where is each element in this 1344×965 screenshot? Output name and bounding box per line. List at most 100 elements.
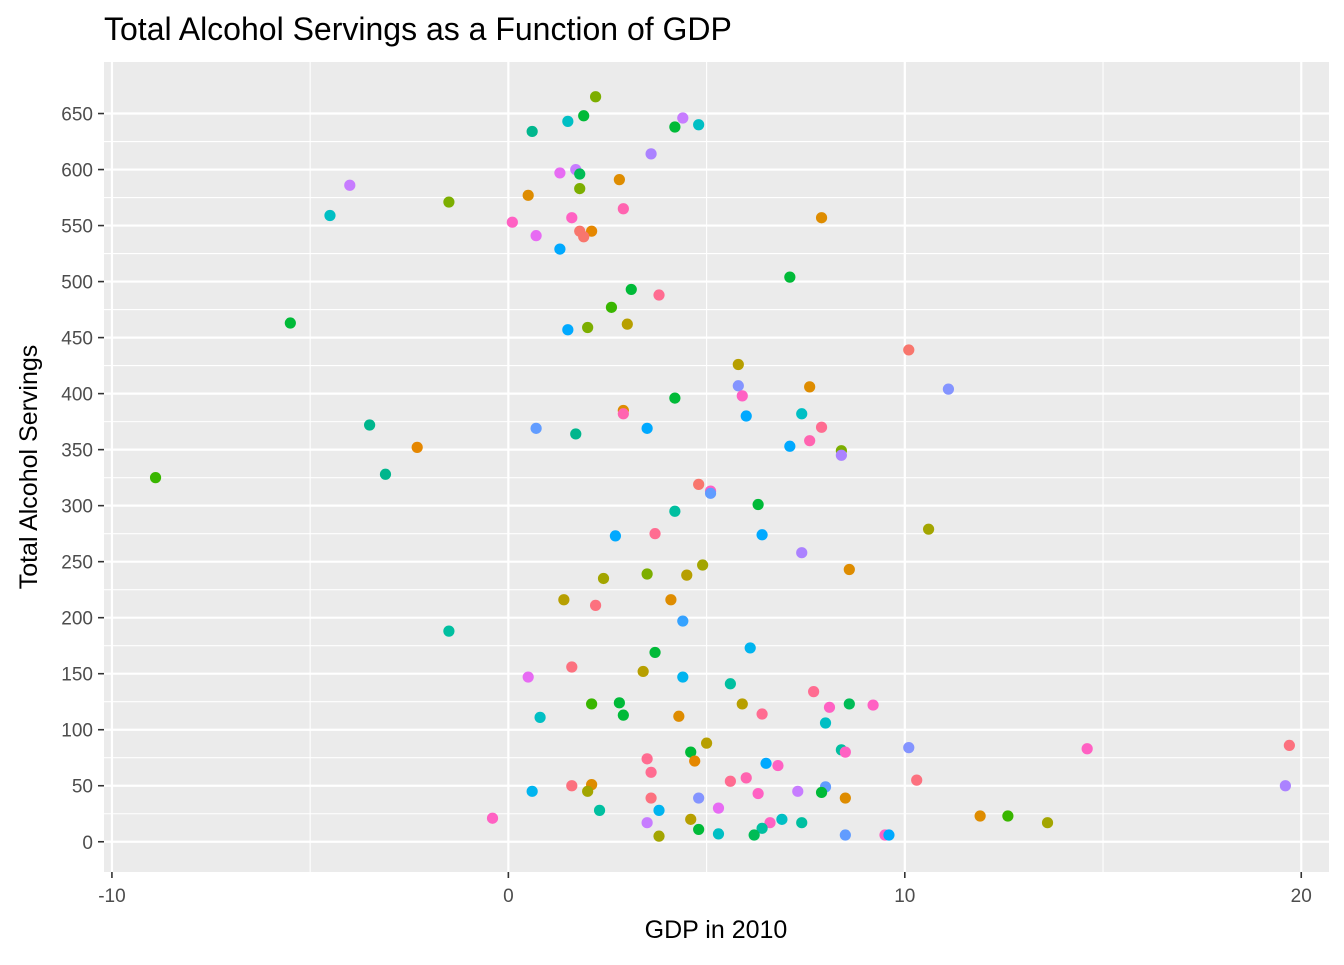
scatter-point <box>411 441 423 453</box>
scatter-point <box>617 709 629 721</box>
scatter-point <box>625 283 637 296</box>
scatter-point <box>586 698 598 710</box>
scatter-point <box>792 785 804 797</box>
scatter-point <box>653 289 665 301</box>
scatter-point <box>843 698 855 710</box>
scatter-point <box>653 830 665 842</box>
scatter-point <box>589 599 602 611</box>
scatter-point <box>641 817 653 829</box>
scatter-point <box>815 212 828 224</box>
y-tick-label: 350 <box>61 441 93 462</box>
chart-title: Total Alcohol Servings as a Function of … <box>104 11 732 47</box>
y-tick-label: 50 <box>72 777 93 798</box>
scatter-point <box>597 572 610 585</box>
scatter-point <box>693 119 705 131</box>
x-axis: -10 0 10 20 <box>98 872 1312 907</box>
scatter-point <box>740 772 752 784</box>
scatter-point <box>1283 739 1295 752</box>
scatter-point <box>364 419 376 431</box>
x-tick-label: 20 <box>1291 886 1312 907</box>
scatter-point <box>665 594 677 606</box>
scatter-point <box>641 568 653 580</box>
scatter-point <box>582 321 594 334</box>
scatter-point <box>867 699 879 711</box>
scatter-point <box>736 390 748 402</box>
scatter-point <box>677 112 689 124</box>
scatter-point <box>697 559 709 571</box>
scatter-point <box>752 498 764 511</box>
scatter-point <box>752 787 764 800</box>
scatter-point <box>736 698 748 710</box>
scatter-point <box>554 167 566 179</box>
scatter-point <box>617 408 629 420</box>
scatter-point <box>593 804 606 816</box>
y-axis: 0 50 100 150 200 250 300 350 400 450 500 550 600 650 <box>61 105 104 854</box>
scatter-point <box>284 317 296 329</box>
scatter-point <box>534 711 546 723</box>
scatter-point <box>804 381 816 393</box>
y-tick-label: 600 <box>61 161 93 182</box>
scatter-point <box>562 324 574 336</box>
scatter-point <box>1002 810 1014 822</box>
scatter-point <box>724 775 736 787</box>
scatter-point <box>669 121 681 133</box>
scatter-point <box>819 717 832 729</box>
scatter-point <box>669 505 681 517</box>
scatter-point <box>566 780 578 792</box>
scatter-point <box>324 209 336 222</box>
scatter-point <box>677 671 689 683</box>
x-tick-label: -10 <box>98 886 125 907</box>
scatter-point <box>613 697 625 709</box>
scatter-point <box>815 786 828 799</box>
scatter-point <box>649 528 661 540</box>
scatter-point <box>815 421 828 433</box>
scatter-point <box>526 125 538 138</box>
scatter-point <box>443 625 455 637</box>
scatter-point <box>582 785 594 797</box>
scatter-point <box>486 812 499 824</box>
scatter-point <box>1279 780 1291 792</box>
scatter-point <box>570 428 582 440</box>
scatter-point <box>641 753 653 765</box>
y-tick-label: 550 <box>61 217 93 238</box>
scatter-point <box>621 318 633 330</box>
scatter-point <box>764 817 776 829</box>
minor-gridlines <box>104 62 1329 872</box>
scatter-point <box>645 148 657 160</box>
scatter-point <box>689 755 701 767</box>
scatter-point <box>530 422 542 434</box>
y-tick-label: 150 <box>61 665 93 686</box>
scatter-point <box>732 358 744 371</box>
scatter-point <box>796 547 808 559</box>
scatter-point <box>526 785 538 797</box>
y-tick-label: 300 <box>61 497 93 518</box>
scatter-point <box>883 829 895 841</box>
y-tick-label: 250 <box>61 553 93 574</box>
scatter-point <box>586 225 598 237</box>
scatter-point <box>685 813 697 825</box>
scatter-point <box>911 774 923 786</box>
scatter-point <box>784 440 796 452</box>
y-tick-label: 0 <box>82 833 93 854</box>
scatter-point <box>796 408 808 420</box>
scatter-point <box>776 813 788 825</box>
scatter-point <box>772 759 784 772</box>
scatter-point <box>804 435 816 447</box>
scatter-point <box>744 642 756 654</box>
scatter-point <box>835 449 847 461</box>
scatter-point <box>554 243 566 255</box>
scatter-point <box>700 737 713 749</box>
scatter-point <box>808 686 820 698</box>
scatter-point <box>530 230 542 242</box>
scatter-point <box>756 708 768 720</box>
plot-panel <box>104 62 1329 872</box>
scatter-point <box>578 110 590 122</box>
scatter-point <box>823 701 836 713</box>
scatter-point <box>522 189 534 201</box>
scatter-point <box>558 594 570 606</box>
scatter-point <box>578 231 590 243</box>
major-gridlines <box>104 62 1329 872</box>
scatter-point <box>574 182 586 195</box>
y-tick-label: 100 <box>61 721 93 742</box>
